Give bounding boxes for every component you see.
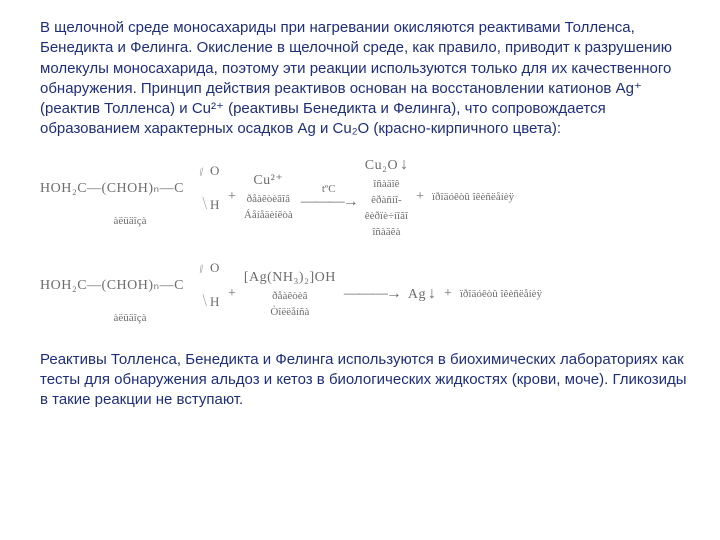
cu-label-2: Áåíåäèíêòà: [244, 209, 293, 221]
plus-sign-2: +: [416, 189, 424, 205]
plus-sign-4: +: [444, 286, 452, 302]
ag-formula: Ag: [408, 287, 426, 303]
reaction-row-1: HOH₂C—(CHOH)ₙ—C ⁄⁄O ＼H àëüäîçà + Cu²⁺ ðå…: [40, 156, 690, 238]
cu2o-label-3: êèðïè÷íîãî: [365, 210, 408, 222]
plus-sign-1: +: [228, 189, 236, 205]
precipitate-arrow-icon: ↓: [400, 156, 408, 174]
cu2o-label-2: êðàñíî-: [371, 194, 402, 206]
tollens-formula: [Ag(NH₃)₂]OH: [244, 270, 336, 286]
tollens-reagent-block: [Ag(NH₃)₂]OH ðåàêòèâ Òîëëåíñà: [244, 270, 336, 318]
oxidation-products-1: ïðîäóêòû îêèñëåíèÿ: [432, 191, 514, 203]
aldose-block-2: HOH₂C—(CHOH)ₙ—C ⁄⁄O ＼H àëüäîçà: [40, 264, 220, 324]
aldose-label-2: àëüäîçà: [114, 312, 147, 324]
oxidation-products-label-1: ïðîäóêòû îêèñëåíèÿ: [432, 191, 514, 203]
aldehyde-group-icon: ⁄⁄O ＼H: [182, 167, 220, 211]
aldose-label-1: àëüäîçà: [114, 215, 147, 227]
arrow-1: tºC ———→: [301, 183, 357, 211]
reaction-row-2: HOH₂C—(CHOH)ₙ—C ⁄⁄O ＼H àëüäîçà + [Ag(NH₃…: [40, 264, 690, 324]
plus-sign-3: +: [228, 286, 236, 302]
cu2o-product-block: Cu₂O ↓ îñàäîê êðàñíî- êèðïè÷íîãî îñàäêà: [365, 156, 408, 238]
arrow-icon: ———→: [301, 193, 357, 211]
cu2o-formula: Cu₂O: [365, 158, 398, 174]
aldose-block-1: HOH₂C—(CHOH)ₙ—C ⁄⁄O ＼H àëüäîçà: [40, 167, 220, 227]
cu2o-label-1: îñàäîê: [373, 178, 399, 190]
precipitate-arrow-icon: ↓: [428, 285, 436, 303]
oxidation-products-label-2: ïðîäóêòû îêèñëåíèÿ: [460, 288, 542, 300]
ag-product-block: Ag ↓: [408, 285, 436, 303]
reaction-diagram: HOH₂C—(CHOH)ₙ—C ⁄⁄O ＼H àëüäîçà + Cu²⁺ ðå…: [40, 156, 690, 324]
arrow-icon: ———→: [344, 285, 400, 303]
oxidation-products-2: ïðîäóêòû îêèñëåíèÿ: [460, 288, 542, 300]
aldose-formula-1: HOH₂C—(CHOH)ₙ—C: [40, 180, 184, 197]
aldose-formula-2: HOH₂C—(CHOH)ₙ—C: [40, 277, 184, 294]
cu-label-1: ðåàêòèâîâ: [247, 193, 290, 205]
cu-reagent-block: Cu²⁺ ðåàêòèâîâ Áåíåäèíêòà: [244, 172, 293, 221]
arrow-2: ———→: [344, 285, 400, 303]
aldehyde-group-icon: ⁄⁄O ＼H: [182, 264, 220, 308]
tollens-label-2: Òîëëåíñà: [270, 306, 309, 318]
cu-formula: Cu²⁺: [253, 172, 283, 189]
intro-paragraph: В щелочной среде моносахариды при нагрев…: [40, 18, 690, 140]
tollens-label-1: ðåàêòèâ: [272, 290, 307, 302]
outro-paragraph: Реактивы Толленса, Бенедикта и Фелинга и…: [40, 350, 690, 411]
cu2o-label-4: îñàäêà: [372, 226, 400, 238]
